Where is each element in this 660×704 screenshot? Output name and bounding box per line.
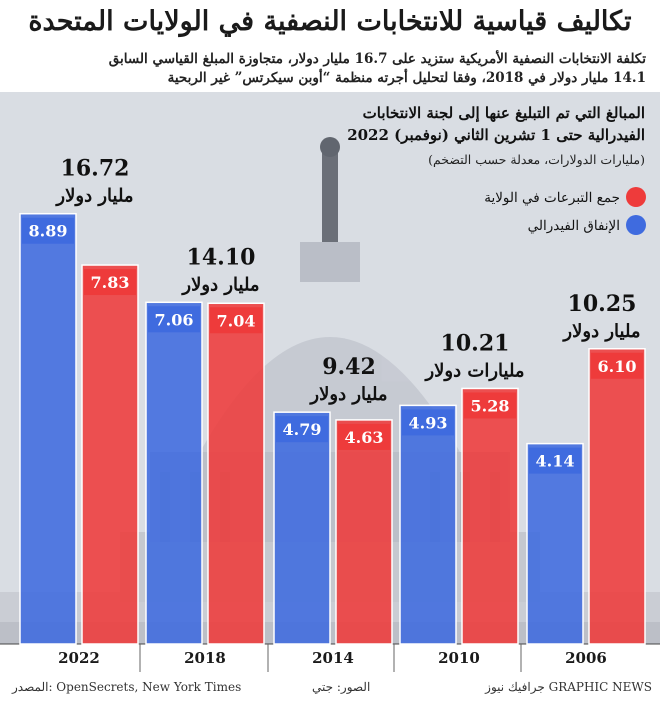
bar-value-label-2010-0: 4.93	[409, 413, 448, 432]
total-value-2006: 10.25	[568, 291, 637, 317]
bar-value-box-2006-1	[591, 352, 643, 379]
bar-2022-federal	[19, 212, 77, 645]
legend-label-state: جمع التبرعات في الولاية	[484, 190, 620, 206]
total-value-2010: 10.21	[441, 330, 510, 356]
bar-value-label-2018-1: 7.04	[217, 311, 256, 330]
total-unit-2006: مليار دولار	[561, 321, 640, 342]
bar-2014-federal	[273, 411, 331, 645]
x-tick-label-2006: 2006	[565, 649, 607, 667]
total-unit-2018: مليار دولار	[180, 274, 259, 295]
total-value-2018: 14.10	[187, 244, 256, 270]
bar-2018-state	[207, 302, 265, 645]
chart-area: 2022 2018 2014 2010 2006 8.89 7.83 16.72 مليار …	[0, 92, 660, 672]
bar-2010-federal	[399, 404, 457, 645]
total-value-2014: 9.42	[322, 354, 376, 380]
page-title: تكاليف قياسية للانتخابات النصفية في الول…	[28, 6, 632, 37]
bar-value-box-2010-0	[402, 409, 454, 436]
bar-value-label-2010-1: 5.28	[471, 396, 510, 415]
bar-2014-state	[335, 419, 393, 645]
bar-2006-federal	[526, 442, 584, 645]
x-axis-strip	[0, 644, 660, 672]
footer: المصدر: OpenSecrets, New York Times الصو…	[0, 680, 660, 704]
bar-value-box-2014-0	[276, 416, 328, 443]
bar-2010-state	[461, 387, 519, 645]
chart-subtitle: (مليارات الدولارات، معدلة حسب التضخم)	[428, 152, 645, 168]
bar-value-box-2022-0	[22, 217, 74, 244]
chart-title-line-2: الفيدرالية حتى 1 تشرين الثاني (نوفمبر) 2…	[347, 126, 645, 145]
x-tick-label-2018: 2018	[184, 649, 226, 667]
bar-value-box-2014-1	[338, 423, 390, 450]
bar-value-label-2014-1: 4.63	[345, 428, 384, 447]
total-value-2022: 16.72	[61, 156, 130, 182]
bar-value-label-2014-0: 4.79	[283, 420, 322, 439]
bar-value-box-2006-0	[529, 447, 581, 474]
publisher-credit: GRAPHIC NEWS جرافيك نيوز	[485, 680, 652, 694]
bar-2018-federal	[145, 301, 203, 645]
legend-swatch-federal	[626, 215, 646, 235]
bar-value-box-2018-1	[210, 307, 262, 334]
bar-value-box-2022-1	[84, 269, 136, 296]
x-tick-label-2014: 2014	[312, 649, 354, 667]
subtitle-line-1: تكلفة الانتخابات النصفية الأمريكية ستزيد…	[108, 51, 646, 67]
bar-value-label-2006-1: 6.10	[598, 357, 637, 376]
bar-value-label-2022-1: 7.83	[91, 273, 130, 292]
total-unit-2010: مليارات دولار	[423, 360, 524, 381]
bar-value-box-2018-0	[148, 306, 200, 333]
legend-swatch-state	[626, 187, 646, 207]
chart-title-line-1: المبالغ التي تم التبليغ عنها إلى لجنة ال…	[363, 104, 645, 123]
subtitle-line-2: 14.1 مليار دولار في 2018، وفقا لتحليل أج…	[167, 70, 646, 86]
bar-2006-state	[588, 348, 646, 645]
photo-credit: الصور: جتي	[312, 680, 371, 694]
bar-value-label-2022-0: 8.89	[29, 222, 68, 241]
bar-chart: 2022 2018 2014 2010 2006 8.89 7.83 16.72 مليار …	[0, 104, 660, 672]
bar-value-label-2006-0: 4.14	[536, 452, 575, 471]
subtitle: تكلفة الانتخابات النصفية الأمريكية ستزيد…	[16, 50, 646, 88]
total-unit-2014: مليار دولار	[308, 384, 387, 405]
bar-value-label-2018-0: 7.06	[155, 310, 194, 329]
bar-2022-state	[81, 264, 139, 645]
total-unit-2022: مليار دولار	[54, 186, 133, 207]
x-tick-label-2010: 2010	[438, 649, 480, 667]
x-tick-label-2022: 2022	[58, 649, 100, 667]
legend-label-federal: الإنفاق الفيدرالي	[528, 218, 620, 234]
source-text: المصدر: OpenSecrets, New York Times	[12, 680, 242, 694]
bar-value-box-2010-1	[464, 392, 516, 419]
